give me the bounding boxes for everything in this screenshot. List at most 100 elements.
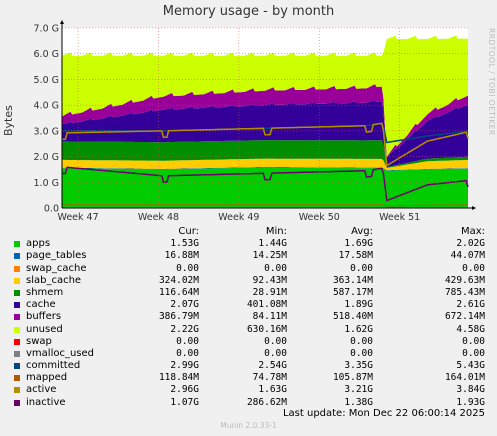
legend-avg-value: 1.38G [344, 396, 373, 408]
legend-min-value: 28.91M [252, 286, 287, 298]
legend-swatch [14, 399, 20, 406]
legend-row-active: active 2.96G 1.63G 3.21G 3.84G [0, 384, 497, 396]
legend-row-committed: committed 2.99G 2.54G 3.35G 5.43G [0, 360, 497, 372]
area-page-tables [62, 166, 468, 171]
legend-series-name: shmem [26, 286, 64, 298]
legend-cur-value: 1.07G [170, 396, 199, 408]
y-tick-label: 0.0 [44, 204, 59, 215]
legend-row-shmem: shmem 116.64M 28.91M 587.17M 785.43M [0, 287, 497, 299]
header-min: Min: [265, 226, 287, 237]
legend-avg-value: 3.21G [344, 384, 373, 396]
legend-min-value: 0.00 [264, 347, 287, 359]
last-update: Last update: Mon Dec 22 06:00:14 2025 [282, 408, 485, 419]
x-axis-arrow [472, 206, 476, 210]
legend-max-value: 672.14M [444, 311, 485, 323]
legend-min-value: 286.62M [246, 396, 287, 408]
legend-cur-value: 0.00 [176, 335, 199, 347]
legend-min-value: 0.00 [264, 335, 287, 347]
legend-swatch [14, 265, 20, 272]
legend-swatch [14, 375, 20, 382]
legend-max-value: 1.93G [456, 396, 485, 408]
legend-series-name: swap_cache [26, 262, 87, 274]
legend-avg-value: 3.35G [344, 360, 373, 372]
legend-max-value: 0.00 [462, 347, 485, 359]
legend-min-value: 1.63G [258, 384, 287, 396]
legend-cur-value: 324.02M [158, 274, 199, 286]
munin-version: Munin 2.0.33-1 [220, 421, 277, 430]
legend-row-vmalloc-used: vmalloc_used 0.00 0.00 0.00 0.00 [0, 348, 497, 360]
legend-row-swap-cache: swap_cache 0.00 0.00 0.00 0.00 [0, 263, 497, 275]
legend-cur-value: 2.22G [170, 323, 199, 335]
legend-avg-value: 363.14M [332, 274, 373, 286]
legend-header: Cur: Min: Avg: Max: [0, 226, 497, 238]
legend-series-name: active [26, 384, 57, 396]
legend-min-value: 92.43M [252, 274, 287, 286]
legend-series-name: apps [26, 238, 51, 250]
legend-cur-value: 0.00 [176, 262, 199, 274]
x-tick-label: Week 48 [138, 212, 179, 223]
legend-max-value: 0.00 [462, 335, 485, 347]
legend-swatch [14, 314, 20, 321]
x-tick-label: Week 49 [218, 212, 259, 223]
legend-cur-value: 1.53G [170, 238, 199, 250]
chart-title: Memory usage - by month [162, 4, 335, 19]
legend-series-name: unused [26, 323, 63, 335]
legend-min-value: 84.11M [252, 311, 287, 323]
plot-area: 0.0 1.0 G 2.0 G 3.0 G 4.0 G 5.0 G 6.0 G 7.0 G We… [34, 20, 476, 223]
area-shmem [62, 140, 468, 168]
legend-swatch [14, 277, 20, 284]
legend-avg-value: 105.87M [332, 372, 373, 384]
legend-row-buffers: buffers 386.79M 84.11M 518.40M 672.14M [0, 311, 497, 323]
y-tick-label: 2.0 G [34, 152, 60, 163]
legend-series-name: inactive [26, 396, 66, 408]
line-inactive [61, 166, 469, 202]
legend-series-name: buffers [26, 311, 62, 323]
legend-avg-value: 1.69G [344, 238, 373, 250]
legend-swatch [14, 302, 20, 309]
legend-table: Cur: Min: Avg: Max: apps 1.53G 1.44G 1.69G 2… [0, 226, 497, 409]
legend-swatch [14, 338, 20, 345]
x-tick-label: Week 47 [58, 212, 99, 223]
line-active [62, 122, 469, 167]
y-tick-label: 1.0 G [34, 178, 60, 189]
legend-cur-value: 2.07G [170, 299, 199, 311]
legend-max-value: 429.63M [444, 274, 485, 286]
legend-swatch [14, 350, 20, 357]
legend-series-name: mapped [26, 372, 68, 384]
legend-avg-value: 17.58M [338, 250, 373, 262]
legend-cur-value: 386.79M [158, 311, 199, 323]
y-tick-label: 4.0 G [34, 101, 60, 112]
legend-row-cache: cache 2.07G 401.08M 1.89G 2.61G [0, 299, 497, 311]
legend-avg-value: 0.00 [350, 347, 373, 359]
y-tick-label: 6.0 G [34, 49, 60, 60]
legend-cur-value: 0.00 [176, 347, 199, 359]
legend-min-value: 401.08M [246, 299, 287, 311]
legend-min-value: 74.78M [252, 372, 287, 384]
x-tick-label: Week 51 [379, 212, 420, 223]
area-apps [62, 167, 468, 208]
legend-swatch [14, 326, 20, 333]
legend-avg-value: 587.17M [332, 286, 373, 298]
legend-min-value: 0.00 [264, 262, 287, 274]
legend-avg-value: 1.89G [344, 299, 373, 311]
legend-max-value: 0.00 [462, 262, 485, 274]
legend-avg-value: 518.40M [332, 311, 373, 323]
legend-row-swap: swap 0.00 0.00 0.00 0.00 [0, 336, 497, 348]
legend-cur-value: 16.88M [164, 250, 199, 262]
legend-max-value: 44.07M [450, 250, 485, 262]
header-avg: Avg: [351, 226, 373, 237]
legend-avg-value: 0.00 [350, 335, 373, 347]
legend-cur-value: 2.96G [170, 384, 199, 396]
legend-swatch [14, 289, 20, 296]
y-axis-arrow [60, 20, 64, 24]
rrdtool-credit: RRDTOOL / TOBI OETIKER [487, 28, 496, 136]
legend-max-value: 2.02G [456, 238, 485, 250]
legend-max-value: 5.43G [456, 360, 485, 372]
legend-swatch [14, 241, 20, 248]
legend-series-name: vmalloc_used [26, 347, 95, 359]
line-mapped [62, 204, 468, 207]
legend-series-name: cache [26, 299, 56, 311]
legend-min-value: 2.54G [258, 360, 287, 372]
legend-max-value: 4.58G [456, 323, 485, 335]
legend-series-name: slab_cache [26, 274, 82, 286]
